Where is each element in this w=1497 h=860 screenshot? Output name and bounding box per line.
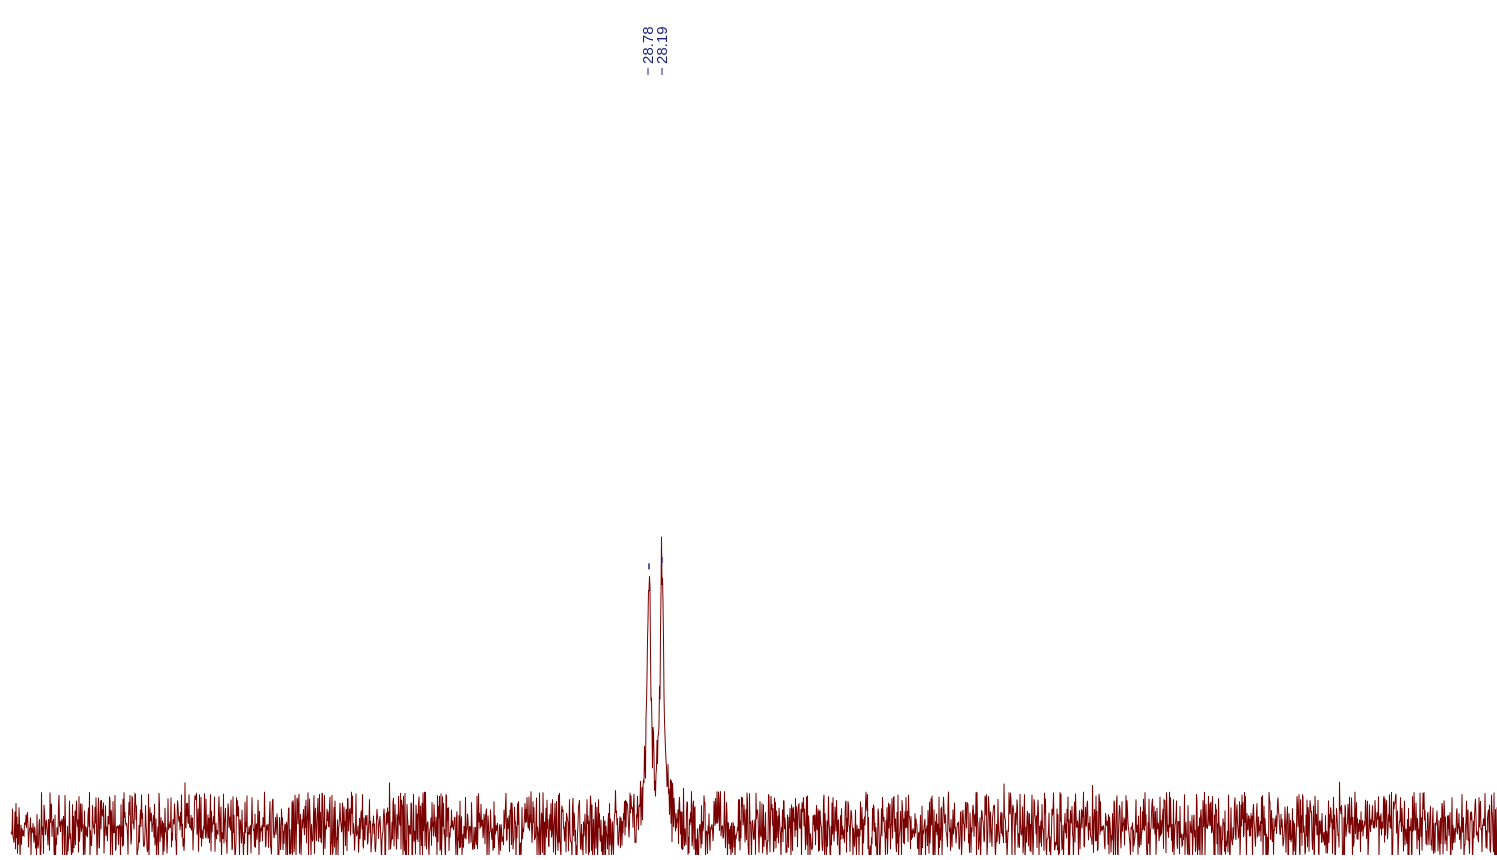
peak-label-28-19: 28.19 xyxy=(654,26,671,75)
spectrum-trace xyxy=(10,536,1497,860)
peak-markers-group xyxy=(648,556,663,570)
peak-label-text: 28.19 xyxy=(654,26,671,64)
peak-label-text: 28.78 xyxy=(640,26,657,64)
peak-label-28-78: 28.78 xyxy=(640,26,657,75)
spectrum-trace-group xyxy=(10,536,1497,860)
